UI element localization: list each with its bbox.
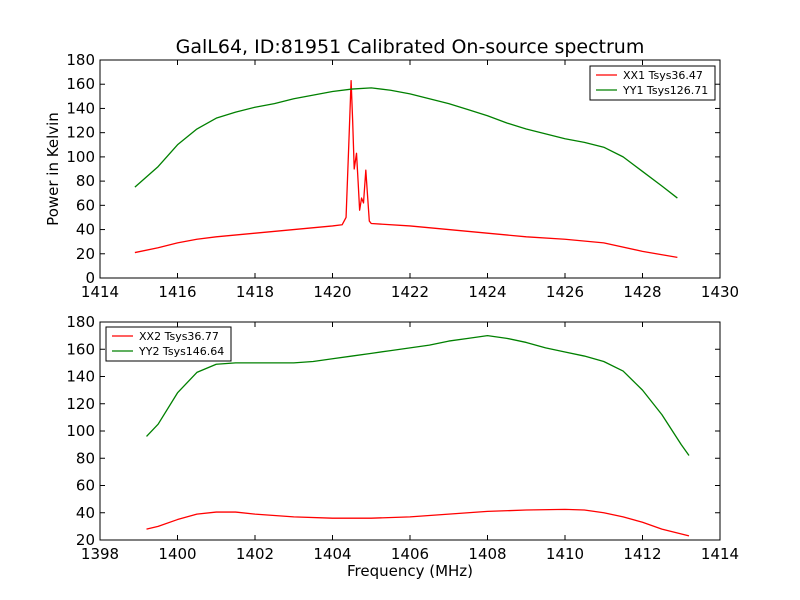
y-tick-label: 120 [66,124,95,142]
series-line [134,87,678,199]
legend-label: XX2 Tsys36.77 [139,330,219,343]
legend-box [105,326,232,362]
x-tick-label: 1406 [391,545,429,563]
legend-box [589,65,716,101]
plot-frame [99,59,721,279]
x-tick-label: 1422 [391,283,429,301]
x-tick-label: 1398 [81,545,119,563]
x-tick-label: 1424 [468,283,506,301]
y-tick-label: 180 [66,51,95,69]
y-tick-label: 40 [76,504,95,522]
y-tick-label: 100 [66,422,95,440]
x-tick-label: 1410 [546,545,584,563]
x-tick-label: 1420 [313,283,351,301]
figure-title: GalL64, ID:81951 Calibrated On-source sp… [176,36,645,58]
y-tick-label: 60 [76,196,95,214]
y-tick-label: 160 [66,340,95,358]
y-tick-label: 80 [76,172,95,190]
x-tick-label: 1400 [158,545,196,563]
x-tick-label: 1408 [468,545,506,563]
x-tick-label: 1404 [313,545,351,563]
plot-frame [99,321,721,541]
y-tick-label: 20 [76,531,95,549]
y-tick-label: 60 [76,477,95,495]
series-line [134,79,678,259]
legend-label: YY2 Tsys146.64 [138,345,224,358]
legend: XX1 Tsys36.47 YY1 Tsys126.71 [589,65,716,101]
y-tick-label: 100 [66,148,95,166]
top-plot: 1414 1416 1418 1420 1422 1424 1426 1428 1430 0 20 4… [66,51,739,301]
bottom-plot: 1398 1400 1402 1404 1406 1408 1410 1412 1414 20 40… [66,313,739,563]
x-tick-label: 1426 [546,283,584,301]
x-tick-label: 1428 [623,283,661,301]
y-tick-label: 120 [66,395,95,413]
x-tick-label: 1416 [158,283,196,301]
series-line [146,334,690,456]
y-tick-label: 140 [66,99,95,117]
series-line [146,508,690,537]
y-tick-label: 80 [76,449,95,467]
x-tick-label: 1414 [81,283,119,301]
x-tick-label: 1430 [701,283,739,301]
y-axis-label: Power in Kelvin [44,112,62,226]
x-tick-label: 1402 [236,545,274,563]
x-tick-label: 1414 [701,545,739,563]
x-axis-label: Frequency (MHz) [347,562,473,580]
legend-label: YY1 Tsys126.71 [622,84,708,97]
x-tick-label: 1412 [623,545,661,563]
y-tick-label: 20 [76,245,95,263]
y-tick-label: 40 [76,221,95,239]
y-tick-label: 0 [85,269,95,287]
x-tick-label: 1418 [236,283,274,301]
y-tick-label: 180 [66,313,95,331]
legend: XX2 Tsys36.77 YY2 Tsys146.64 [105,326,232,362]
y-tick-label: 160 [66,75,95,93]
y-tick-label: 140 [66,368,95,386]
legend-label: XX1 Tsys36.47 [623,69,703,82]
